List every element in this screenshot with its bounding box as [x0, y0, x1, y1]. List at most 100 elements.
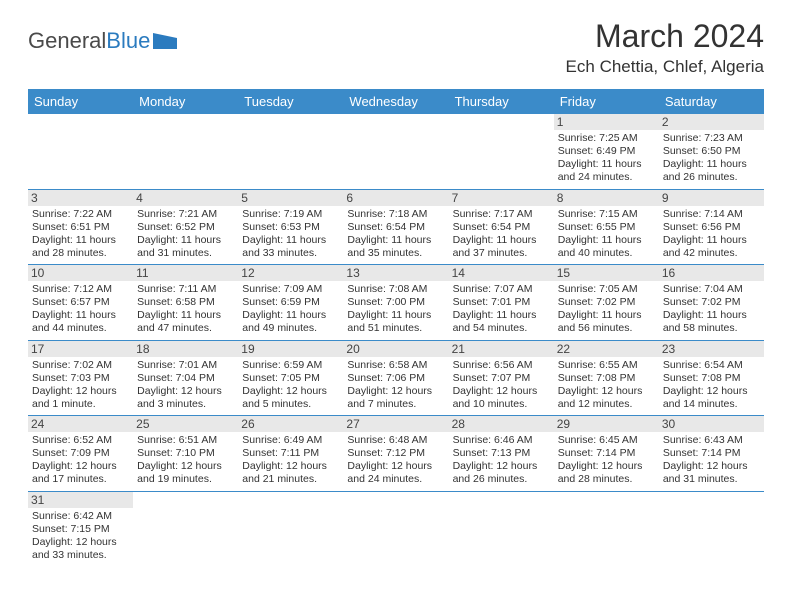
- sunrise-text: Sunrise: 7:05 AM: [558, 283, 655, 296]
- sunrise-text: Sunrise: 6:48 AM: [347, 434, 444, 447]
- sunrise-text: Sunrise: 6:45 AM: [558, 434, 655, 447]
- day-cell: 6Sunrise: 7:18 AMSunset: 6:54 PMDaylight…: [343, 189, 448, 265]
- daylight-text: Daylight: 12 hours: [32, 536, 129, 549]
- day-cell: 18Sunrise: 7:01 AMSunset: 7:04 PMDayligh…: [133, 340, 238, 416]
- daylight-text: Daylight: 12 hours: [242, 460, 339, 473]
- sunrise-text: Sunrise: 7:01 AM: [137, 359, 234, 372]
- daylight-text: and 24 minutes.: [558, 171, 655, 184]
- day-number: 9: [659, 190, 764, 206]
- day-number: 14: [449, 265, 554, 281]
- day-number: 4: [133, 190, 238, 206]
- day-cell: 27Sunrise: 6:48 AMSunset: 7:12 PMDayligh…: [343, 416, 448, 492]
- sunrise-text: Sunrise: 6:51 AM: [137, 434, 234, 447]
- day-number: 20: [343, 341, 448, 357]
- sunrise-text: Sunrise: 6:52 AM: [32, 434, 129, 447]
- daylight-text: and 19 minutes.: [137, 473, 234, 486]
- day-cell: 11Sunrise: 7:11 AMSunset: 6:58 PMDayligh…: [133, 265, 238, 341]
- day-cell: 14Sunrise: 7:07 AMSunset: 7:01 PMDayligh…: [449, 265, 554, 341]
- day-header: Wednesday: [343, 89, 448, 114]
- day-number: 7: [449, 190, 554, 206]
- daylight-text: and 14 minutes.: [663, 398, 760, 411]
- day-number: 1: [554, 114, 659, 130]
- day-cell: [449, 114, 554, 189]
- daylight-text: and 24 minutes.: [347, 473, 444, 486]
- day-cell: [659, 491, 764, 566]
- day-number: 31: [28, 492, 133, 508]
- daylight-text: Daylight: 12 hours: [32, 385, 129, 398]
- sunrise-text: Sunrise: 7:02 AM: [32, 359, 129, 372]
- day-number: 10: [28, 265, 133, 281]
- week-row: 3 Sunrise: 7:22 AMSunset: 6:51 PM Daylight…: [28, 189, 764, 265]
- day-cell: [554, 491, 659, 566]
- day-cell: [449, 491, 554, 566]
- daylight-text: and 40 minutes.: [558, 247, 655, 260]
- day-header: Sunday: [28, 89, 133, 114]
- sunrise-text: Sunrise: 7:08 AM: [347, 283, 444, 296]
- day-cell: 15Sunrise: 7:05 AMSunset: 7:02 PMDayligh…: [554, 265, 659, 341]
- sunrise-text: Sunrise: 6:59 AM: [242, 359, 339, 372]
- sunrise-text: Sunrise: 7:12 AM: [32, 283, 129, 296]
- daylight-text: Daylight: 11 hours: [663, 234, 760, 247]
- sunset-text: Sunset: 7:09 PM: [32, 447, 129, 460]
- daylight-text: and 3 minutes.: [137, 398, 234, 411]
- week-row: 24Sunrise: 6:52 AMSunset: 7:09 PMDayligh…: [28, 416, 764, 492]
- day-cell: [28, 114, 133, 189]
- week-row: 31Sunrise: 6:42 AMSunset: 7:15 PMDayligh…: [28, 491, 764, 566]
- sunset-text: Sunset: 7:08 PM: [663, 372, 760, 385]
- week-row: 10Sunrise: 7:12 AMSunset: 6:57 PMDayligh…: [28, 265, 764, 341]
- day-cell: 21Sunrise: 6:56 AMSunset: 7:07 PMDayligh…: [449, 340, 554, 416]
- day-header: Friday: [554, 89, 659, 114]
- page-title: March 2024: [566, 18, 764, 55]
- sunset-text: Sunset: 7:14 PM: [558, 447, 655, 460]
- daylight-text: Daylight: 11 hours: [242, 234, 339, 247]
- sunset-text: Sunset: 6:53 PM: [242, 221, 339, 234]
- day-number: 24: [28, 416, 133, 432]
- sunset-text: Sunset: 6:57 PM: [32, 296, 129, 309]
- daylight-text: Daylight: 12 hours: [242, 385, 339, 398]
- sunset-text: Sunset: 7:13 PM: [453, 447, 550, 460]
- sunset-text: Sunset: 6:56 PM: [663, 221, 760, 234]
- sunrise-text: Sunrise: 6:46 AM: [453, 434, 550, 447]
- daylight-text: Daylight: 11 hours: [347, 234, 444, 247]
- day-cell: 30Sunrise: 6:43 AMSunset: 7:14 PMDayligh…: [659, 416, 764, 492]
- sunrise-text: Sunrise: 6:55 AM: [558, 359, 655, 372]
- sunrise-text: Sunrise: 6:58 AM: [347, 359, 444, 372]
- day-header: Tuesday: [238, 89, 343, 114]
- sunset-text: Sunset: 6:51 PM: [32, 221, 129, 234]
- daylight-text: and 10 minutes.: [453, 398, 550, 411]
- day-number: 30: [659, 416, 764, 432]
- sunrise-text: Sunrise: 7:23 AM: [663, 132, 760, 145]
- sunrise-text: Sunrise: 7:17 AM: [453, 208, 550, 221]
- sunrise-text: Sunrise: 7:11 AM: [137, 283, 234, 296]
- day-number: 15: [554, 265, 659, 281]
- sunset-text: Sunset: 7:14 PM: [663, 447, 760, 460]
- day-cell: [343, 491, 448, 566]
- daylight-text: Daylight: 11 hours: [137, 234, 234, 247]
- sunrise-text: Sunrise: 7:15 AM: [558, 208, 655, 221]
- sunset-text: Sunset: 6:54 PM: [453, 221, 550, 234]
- day-cell: 3Sunrise: 7:22 AMSunset: 6:51 PMDaylight…: [28, 189, 133, 265]
- day-number: 16: [659, 265, 764, 281]
- daylight-text: Daylight: 12 hours: [32, 460, 129, 473]
- sunrise-text: Sunrise: 7:09 AM: [242, 283, 339, 296]
- day-number: 21: [449, 341, 554, 357]
- day-number: 8: [554, 190, 659, 206]
- sunrise-text: Sunrise: 7:22 AM: [32, 208, 129, 221]
- daylight-text: and 56 minutes.: [558, 322, 655, 335]
- day-number: 28: [449, 416, 554, 432]
- day-number: 3: [28, 190, 133, 206]
- day-number: 23: [659, 341, 764, 357]
- logo-text-blue: Blue: [106, 28, 150, 54]
- day-cell: 24 Sunrise: 6:52 AMSunset: 7:09 PMDayligh…: [28, 416, 133, 492]
- sunset-text: Sunset: 7:01 PM: [453, 296, 550, 309]
- logo-text-general: General: [28, 28, 106, 54]
- daylight-text: Daylight: 11 hours: [663, 158, 760, 171]
- daylight-text: Daylight: 12 hours: [453, 385, 550, 398]
- daylight-text: and 37 minutes.: [453, 247, 550, 260]
- daylight-text: and 58 minutes.: [663, 322, 760, 335]
- sunrise-text: Sunrise: 7:19 AM: [242, 208, 339, 221]
- day-header: Thursday: [449, 89, 554, 114]
- daylight-text: and 47 minutes.: [137, 322, 234, 335]
- day-cell: 1Sunrise: 7:25 AMSunset: 6:49 PMDaylight…: [554, 114, 659, 189]
- daylight-text: and 21 minutes.: [242, 473, 339, 486]
